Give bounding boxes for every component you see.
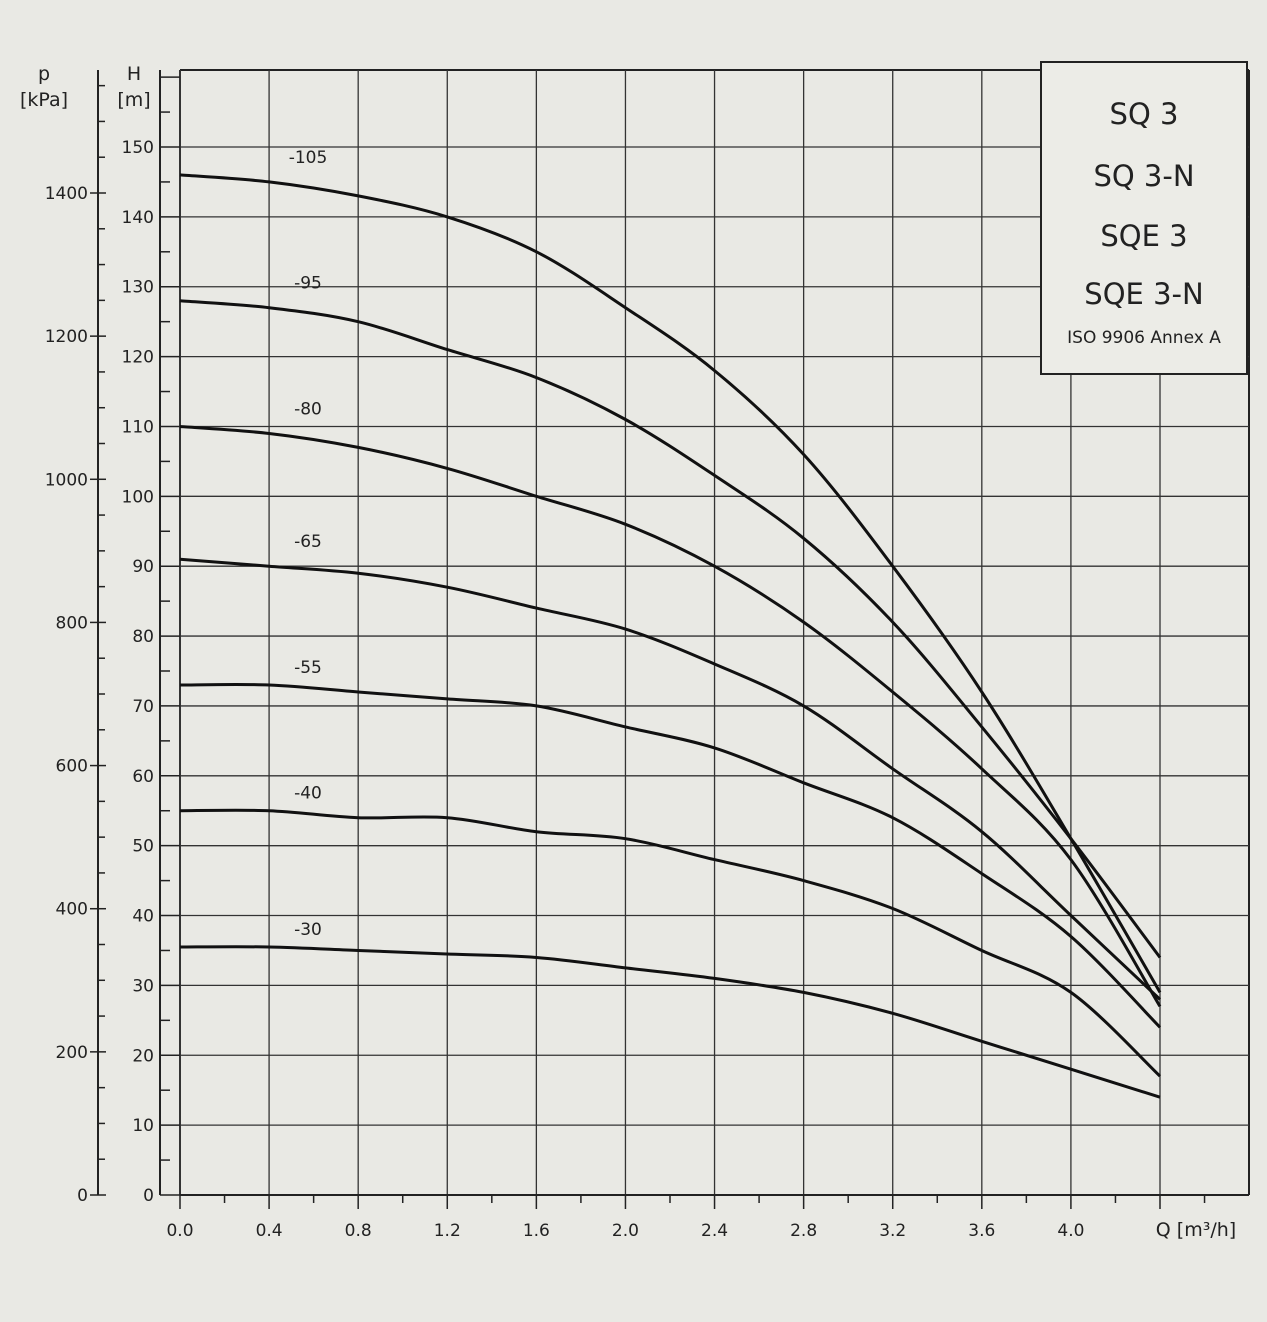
h-tick-label: 50 [132, 837, 154, 857]
series-label: -95 [294, 274, 322, 294]
h-tick-label: 60 [132, 767, 154, 787]
p-axis-unit: [kPa] [20, 89, 68, 111]
h-tick-label: 90 [132, 557, 154, 577]
p-tick-label: 600 [56, 757, 88, 777]
h-tick-label: 150 [122, 138, 154, 158]
x-axis-label: Q [m³/h] [1156, 1219, 1236, 1241]
p-tick-label: 1200 [45, 327, 88, 347]
h-tick-label: 130 [122, 278, 154, 298]
h-tick-label: 140 [122, 208, 154, 228]
series-line [179, 945, 1161, 1099]
x-tick-label: 1.6 [523, 1221, 550, 1241]
x-tick-label: 1.2 [434, 1221, 461, 1241]
h-axis-symbol: H [127, 63, 141, 85]
series-line [179, 682, 1162, 1029]
legend-entry: SQ 3-N [1093, 159, 1194, 193]
h-tick-label: 20 [132, 1046, 154, 1066]
series-label: -55 [294, 658, 322, 678]
x-tick-label: 0.4 [256, 1221, 283, 1241]
p-tick-label: 800 [56, 613, 88, 633]
series-line [179, 173, 1162, 994]
series-line [179, 425, 1162, 1008]
legend-entry: SQE 3-N [1084, 277, 1203, 311]
series-label: -40 [294, 784, 322, 804]
h-tick-label: 100 [122, 487, 154, 507]
axes: 0.0 0.4 0.8 1.2 1.6 2.0 2.4 2.8 3.2 3.6 4.0 0 10 20 30… [45, 70, 1249, 1241]
p-tick-label: 1400 [45, 184, 88, 204]
curves: -105 -95 -80 -65 -55 -40 -30 [179, 148, 1162, 1099]
x-tick-label: 3.2 [879, 1221, 906, 1241]
h-axis-unit: [m] [117, 89, 150, 111]
h-tick-label: 80 [132, 627, 154, 647]
h-tick-label: 120 [122, 348, 154, 368]
h-tick-label: 10 [132, 1116, 154, 1136]
legend-entry: SQE 3 [1100, 219, 1187, 253]
x-tick-label: 2.0 [612, 1221, 639, 1241]
series-label: -30 [294, 920, 322, 940]
series-label: -105 [289, 148, 328, 168]
legend-entry: SQ 3 [1110, 97, 1179, 131]
p-tick-label: 1000 [45, 470, 88, 490]
legend-box [1040, 61, 1248, 375]
p-tick-label: 200 [56, 1043, 88, 1063]
h-tick-label: 40 [132, 907, 154, 927]
x-tick-label: 2.8 [790, 1221, 817, 1241]
series-label: -80 [294, 399, 322, 419]
p-axis-symbol: p [38, 63, 50, 85]
p-tick-label: 0 [77, 1186, 88, 1206]
x-tick-label: 4.0 [1057, 1221, 1084, 1241]
h-tick-label: 0 [143, 1186, 154, 1206]
series-line [179, 557, 1162, 1001]
x-tick-label: 0.8 [345, 1221, 372, 1241]
h-tick-label: 30 [132, 976, 154, 996]
legend: SQ 3 SQ 3-N SQE 3 SQE 3-N ISO 9906 Annex… [1040, 61, 1248, 375]
series-line [179, 299, 1162, 959]
legend-note: ISO 9906 Annex A [1067, 328, 1221, 348]
series-line [179, 808, 1162, 1078]
series-label: -65 [294, 532, 322, 552]
x-tick-label: 3.6 [968, 1221, 995, 1241]
h-tick-label: 70 [132, 697, 154, 717]
p-tick-label: 400 [56, 900, 88, 920]
h-tick-label: 110 [122, 417, 154, 437]
x-tick-label: 0.0 [166, 1221, 193, 1241]
x-tick-label: 2.4 [701, 1221, 728, 1241]
